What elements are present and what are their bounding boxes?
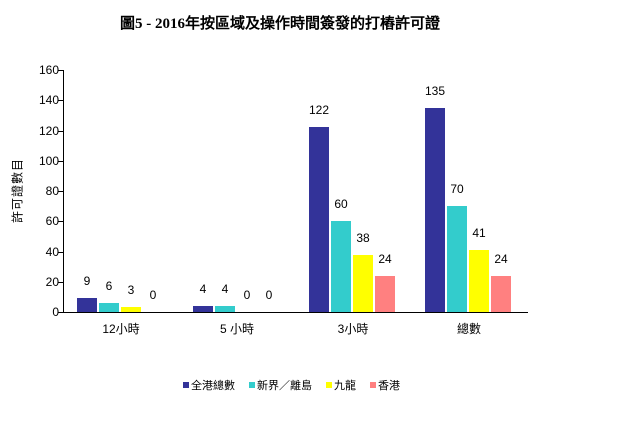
y-tick-mark [58, 221, 63, 223]
bar-value-label: 135 [424, 83, 446, 98]
legend: 全港總數 新界／離島 九龍 香港 [183, 377, 400, 393]
bar [193, 305, 213, 312]
bar-value-label: 60 [334, 197, 348, 212]
bar-value-label: 70 [450, 182, 464, 197]
y-tick-label: 160 [38, 63, 59, 77]
bar [353, 254, 373, 312]
x-category-label: 12小時 [102, 322, 140, 336]
y-tick-mark [58, 100, 63, 102]
bar-value-label: 0 [243, 288, 251, 302]
legend-label: 九龍 [334, 380, 356, 392]
y-tick-label: 0 [52, 305, 59, 319]
y-tick-label: 80 [45, 184, 59, 198]
y-tick-label: 40 [45, 244, 59, 259]
bar [215, 305, 235, 312]
bar [99, 302, 119, 312]
legend-swatch-icon [370, 382, 376, 388]
legend-item: 新界／離島 [249, 377, 312, 393]
x-category-label: 3小時 [337, 322, 369, 336]
bar-value-label: 6 [105, 278, 113, 293]
legend-swatch-icon [326, 382, 332, 388]
legend-item: 全港總數 [183, 377, 235, 393]
bar-value-label: 9 [83, 274, 91, 289]
bar-value-label: 24 [494, 251, 508, 266]
y-tick-mark [58, 312, 63, 313]
bar [77, 298, 97, 312]
y-axis-label: 許可證數目 [10, 158, 25, 224]
legend-item: 香港 [370, 377, 400, 393]
bar-value-label: 4 [221, 281, 229, 296]
bar [331, 221, 351, 312]
x-category-label: 5 小時 [219, 322, 254, 336]
y-axis [63, 70, 64, 312]
y-tick-mark [58, 251, 63, 253]
legend-label: 香港 [378, 380, 400, 392]
bar-value-label: 0 [149, 288, 157, 302]
x-axis [63, 312, 528, 313]
chart-title: 圖5 - 2016年按區域及操作時間簽發的打樁許可證 [120, 16, 440, 32]
legend-label: 新界／離島 [257, 380, 312, 392]
y-tick-label: 100 [38, 153, 59, 168]
bar-value-label: 122 [308, 103, 330, 118]
bar [309, 127, 329, 312]
bar [491, 275, 511, 312]
y-tick-mark [58, 281, 63, 283]
y-tick-label: 20 [45, 274, 59, 289]
bar-value-label: 3 [127, 283, 135, 298]
bar [121, 307, 141, 312]
bar-value-label: 38 [356, 230, 370, 245]
bar-value-label: 4 [199, 281, 207, 296]
bar [469, 249, 489, 312]
bar-value-label: 24 [378, 251, 392, 266]
bar [425, 107, 445, 312]
y-tick-mark [58, 160, 63, 162]
y-tick-label: 60 [45, 214, 59, 229]
y-tick-label: 120 [38, 123, 59, 138]
legend-swatch-icon [249, 382, 255, 388]
bar [447, 206, 467, 312]
y-tick-label: 140 [38, 93, 59, 108]
legend-item: 九龍 [326, 377, 356, 393]
legend-label: 全港總數 [191, 380, 235, 392]
y-tick-mark [58, 130, 63, 132]
y-tick-mark [58, 70, 63, 71]
bar [375, 275, 395, 312]
bar-value-label: 41 [472, 225, 486, 240]
x-category-label: 總數 [456, 322, 481, 336]
y-tick-mark [58, 191, 63, 192]
bar-value-label: 0 [265, 288, 273, 302]
legend-swatch-icon [183, 382, 189, 388]
